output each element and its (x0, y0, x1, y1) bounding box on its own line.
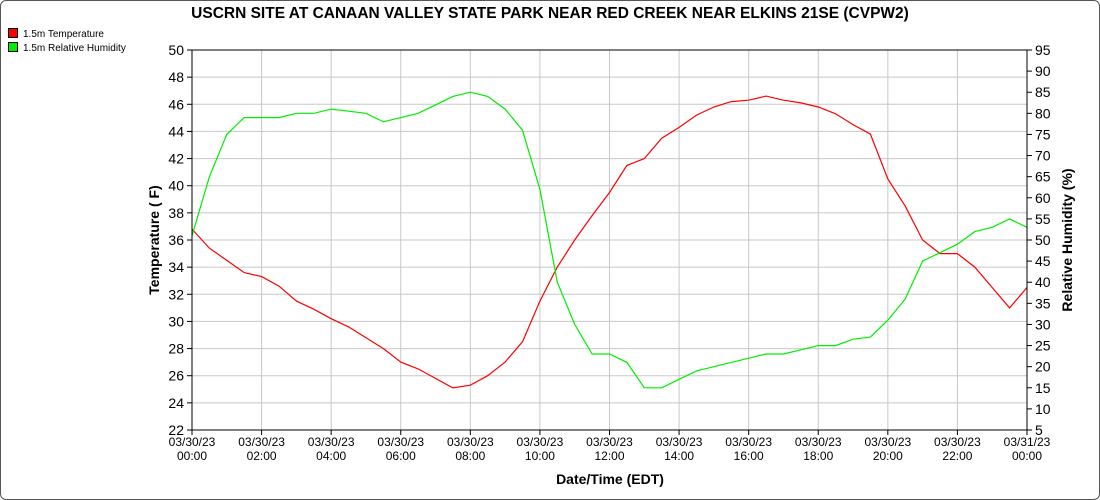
x-tick-date: 03/30/23 (169, 435, 216, 449)
y-tick-label: 32 (168, 286, 184, 302)
x-tick-date: 03/30/23 (517, 435, 564, 449)
y2-tick-label: 40 (1035, 274, 1051, 290)
y2-tick-label: 20 (1035, 359, 1051, 375)
x-tick-date: 03/30/23 (238, 435, 285, 449)
x-tick-date: 03/30/23 (308, 435, 355, 449)
x-tick-date: 03/30/23 (656, 435, 703, 449)
y2-tick-label: 30 (1035, 316, 1051, 332)
x-tick-time: 08:00 (455, 449, 485, 463)
x-tick-time: 20:00 (873, 449, 903, 463)
y2-tick-label: 25 (1035, 338, 1051, 354)
y2-tick-label: 45 (1035, 253, 1051, 269)
y2-tick-label: 90 (1035, 63, 1051, 79)
legend: 1.5m Temperature 1.5m Relative Humidity (8, 28, 126, 56)
x-tick-time: 14:00 (664, 449, 694, 463)
y2-tick-label: 35 (1035, 295, 1051, 311)
x-tick-date: 03/30/23 (377, 435, 424, 449)
y-tick-label: 42 (168, 151, 184, 167)
y2-tick-label: 10 (1035, 401, 1051, 417)
x-tick-time: 10:00 (525, 449, 555, 463)
y2-tick-label: 75 (1035, 126, 1051, 142)
y-tick-label: 34 (168, 259, 184, 275)
legend-item-temperature[interactable]: 1.5m Temperature (8, 28, 126, 42)
y2-tick-label: 65 (1035, 169, 1051, 185)
legend-swatch-temperature (8, 28, 18, 38)
x-tick-date: 03/30/23 (934, 435, 981, 449)
x-tick-time: 16:00 (734, 449, 764, 463)
y-tick-label: 44 (168, 123, 184, 139)
chart-title: USCRN SITE AT CANAAN VALLEY STATE PARK N… (191, 5, 909, 22)
y2-tick-label: 60 (1035, 190, 1051, 206)
x-tick-date: 03/30/23 (586, 435, 633, 449)
x-tick-date: 03/30/23 (864, 435, 911, 449)
y2-tick-label: 50 (1035, 232, 1051, 248)
y2-tick-label: 5 (1035, 422, 1043, 438)
x-tick-date: 03/30/23 (795, 435, 842, 449)
y-tick-label: 36 (168, 232, 184, 248)
x-tick-time: 00:00 (1012, 449, 1042, 463)
y-tick-label: 26 (168, 368, 184, 384)
y-tick-label: 46 (168, 96, 184, 112)
y2-tick-label: 15 (1035, 380, 1051, 396)
x-tick-date: 03/30/23 (447, 435, 494, 449)
y-tick-label: 40 (168, 178, 184, 194)
y-tick-label: 28 (168, 341, 184, 357)
x-tick-date: 03/31/23 (1004, 435, 1051, 449)
y2-tick-label: 85 (1035, 84, 1051, 100)
x-tick-time: 04:00 (316, 449, 346, 463)
x-tick-time: 00:00 (177, 449, 207, 463)
y-tick-label: 48 (168, 69, 184, 85)
x-tick-time: 02:00 (247, 449, 277, 463)
x-tick-time: 06:00 (386, 449, 416, 463)
y-axis-label: Temperature ( F) (146, 185, 162, 294)
x-tick-time: 18:00 (803, 449, 833, 463)
y-tick-label: 22 (168, 422, 184, 438)
legend-item-humidity[interactable]: 1.5m Relative Humidity (8, 42, 126, 56)
y2-tick-label: 55 (1035, 211, 1051, 227)
y-tick-label: 38 (168, 205, 184, 221)
x-tick-time: 12:00 (594, 449, 624, 463)
plot-border (191, 49, 1028, 431)
y2-tick-label: 80 (1035, 105, 1051, 121)
y2-axis-label: Relative Humidity (%) (1059, 168, 1075, 311)
y-tick-label: 50 (168, 42, 184, 58)
y2-tick-label: 95 (1035, 42, 1051, 58)
y-tick-label: 30 (168, 313, 184, 329)
y2-tick-label: 70 (1035, 148, 1051, 164)
y-tick-label: 24 (168, 395, 184, 411)
series-line-temperature (191, 95, 1028, 389)
x-tick-time: 22:00 (942, 449, 972, 463)
series-line-humidity (191, 91, 1028, 389)
x-tick-date: 03/30/23 (725, 435, 772, 449)
x-axis-label: Date/Time (EDT) (556, 471, 664, 487)
legend-swatch-humidity (8, 42, 18, 52)
